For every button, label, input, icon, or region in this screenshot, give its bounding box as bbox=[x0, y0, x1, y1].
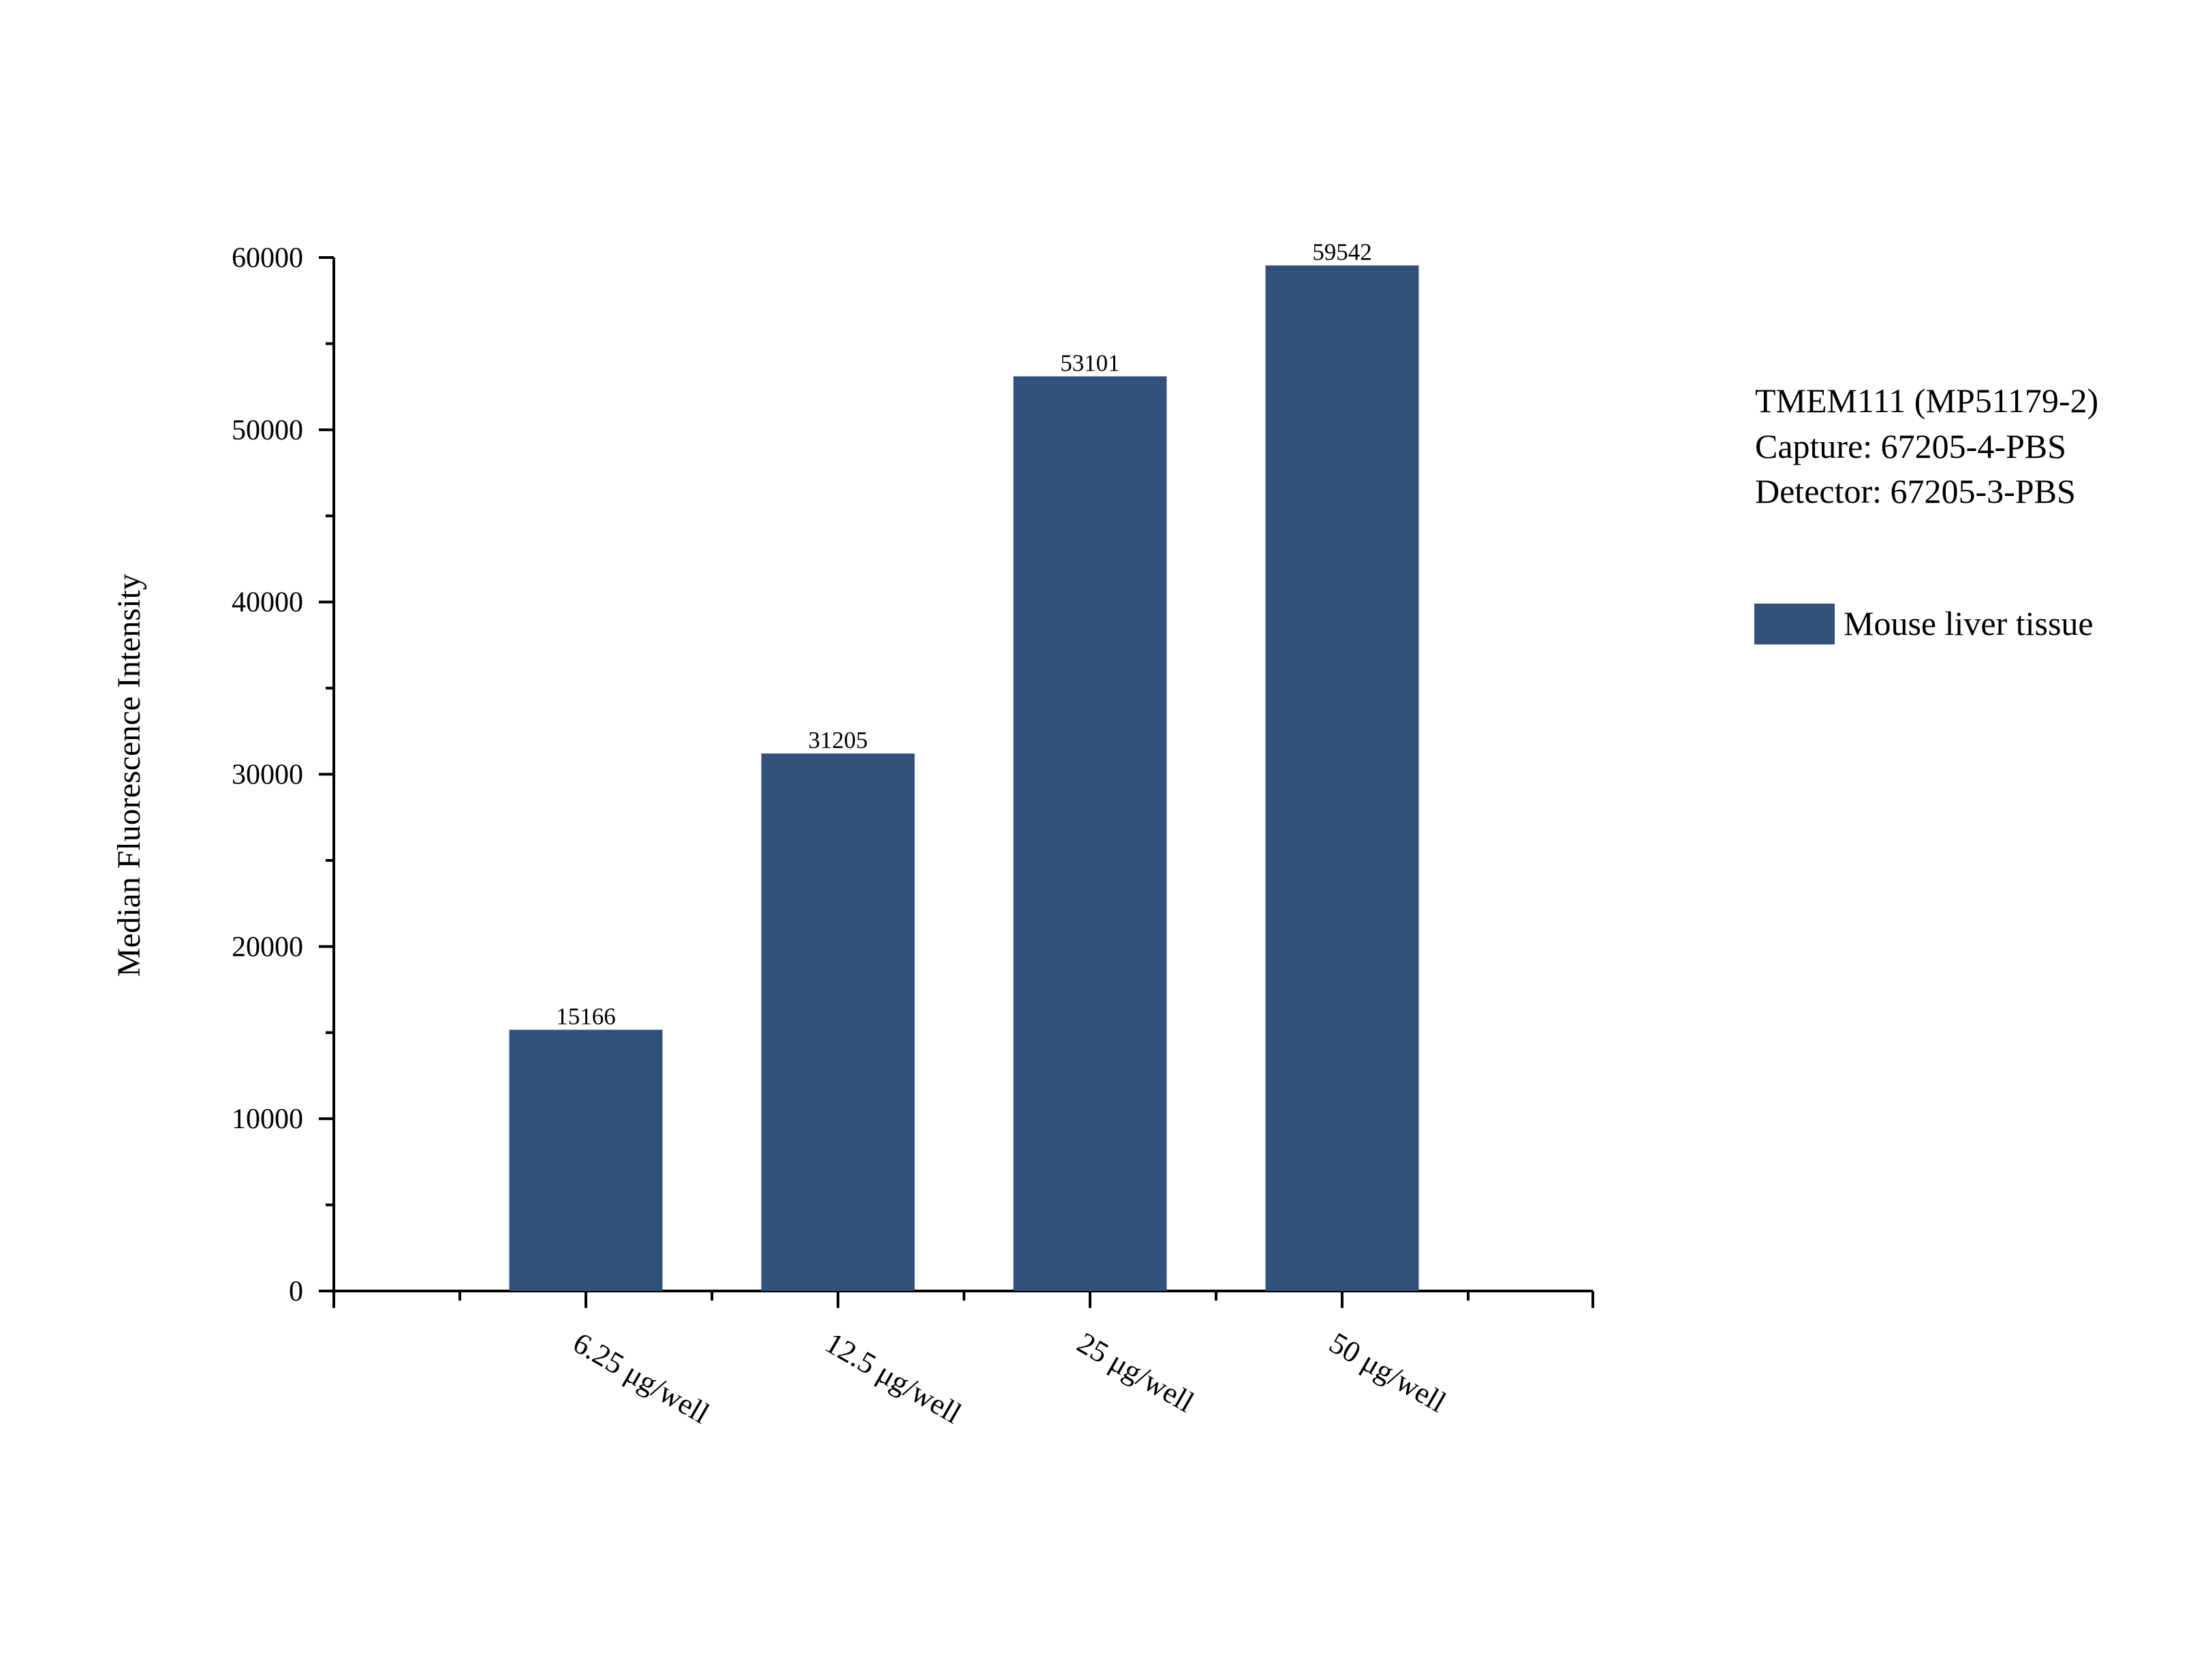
data-label: 31205 bbox=[808, 727, 868, 753]
legend-swatch bbox=[1754, 604, 1835, 644]
y-tick-label: 50000 bbox=[232, 415, 303, 446]
bar bbox=[509, 1029, 663, 1291]
data-label: 53101 bbox=[1060, 349, 1120, 376]
y-tick-label: 0 bbox=[289, 1276, 303, 1307]
legend: Mouse liver tissue bbox=[1754, 604, 2094, 644]
y-tick-label: 60000 bbox=[232, 243, 303, 274]
legend-label: Mouse liver tissue bbox=[1844, 604, 2094, 642]
y-axis-title: Median Fluorescence Intensity bbox=[111, 574, 147, 977]
annotation-line-2: Capture: 67205-4-PBS bbox=[1755, 427, 2066, 465]
x-tick-label: 25 μg/well bbox=[1072, 1326, 1200, 1419]
chart-annotation: TMEM111 (MP51179-2) Capture: 67205-4-PBS… bbox=[1755, 382, 2098, 510]
annotation-line-1: TMEM111 (MP51179-2) bbox=[1755, 382, 2098, 420]
bar bbox=[1013, 376, 1167, 1291]
x-tick-label: 12.5 μg/well bbox=[820, 1326, 967, 1430]
y-tick-label: 30000 bbox=[232, 760, 303, 791]
x-tick-label: 50 μg/well bbox=[1324, 1326, 1452, 1419]
bar bbox=[761, 753, 915, 1291]
data-label: 59542 bbox=[1312, 239, 1372, 266]
y-tick-label: 40000 bbox=[232, 587, 303, 619]
data-labels: 15166 31205 53101 59542 bbox=[556, 239, 1372, 1030]
data-label: 15166 bbox=[556, 1004, 616, 1030]
bar bbox=[1265, 265, 1419, 1291]
y-tick-label: 10000 bbox=[232, 1104, 303, 1135]
bars bbox=[509, 265, 1419, 1291]
x-tick-label: 6.25 μg/well bbox=[568, 1326, 715, 1430]
annotation-line-3: Detector: 67205-3-PBS bbox=[1755, 472, 2076, 510]
y-tick-label: 20000 bbox=[232, 931, 303, 963]
